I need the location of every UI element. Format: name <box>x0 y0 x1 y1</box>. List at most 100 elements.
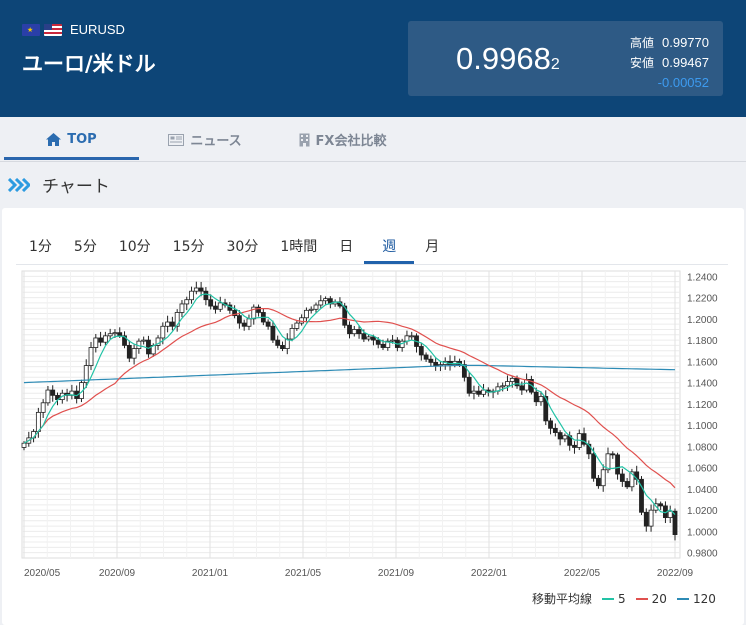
candlestick-chart[interactable]: 1.2400 1.2200 1.2000 1.1800 1.1600 1.1400 1.12… <box>16 268 732 580</box>
quote-header: EURUSD ユーロ/米ドル 0.99682 高値 0.99770 安値 0.994… <box>0 0 746 117</box>
tab-fx-compare-label: FX会社比較 <box>315 134 387 149</box>
y-tick-label: 1.1200 <box>687 400 718 411</box>
y-tick-label: 1.2000 <box>687 315 718 326</box>
x-tick-label: 2021/01 <box>192 568 229 579</box>
y-tick-label: 1.2200 <box>687 294 718 305</box>
candle-up <box>45 389 51 404</box>
newspaper-icon <box>168 133 185 146</box>
tab-news[interactable]: ニュース <box>150 117 260 162</box>
candle-down <box>543 396 549 422</box>
nav-tabs: TOP ニュース FX会社比較 <box>0 117 746 162</box>
candle-down <box>624 481 630 488</box>
legend-ma20-line <box>635 597 648 600</box>
active-tab-indicator <box>4 157 139 160</box>
candle-up <box>141 339 147 342</box>
candle-down <box>433 362 439 367</box>
candle-up <box>299 317 305 324</box>
candle-up <box>112 332 118 335</box>
candle-up <box>284 338 290 349</box>
candle-down <box>461 364 467 378</box>
candle-down <box>581 433 587 445</box>
high-low-info: 高値 0.99770 安値 0.99467 -0.00052 <box>630 33 709 93</box>
period-15min[interactable]: 15分 <box>172 239 205 255</box>
candle-up <box>524 379 530 391</box>
candle-up <box>102 335 108 343</box>
candle-down <box>280 345 285 349</box>
candle-up <box>294 322 300 329</box>
chart-card: 1分 5分 10分 15分 30分 1時間 日 週 月 1.2400 1.2200… <box>2 208 744 625</box>
candle-down <box>610 453 616 456</box>
candle-up <box>165 321 171 327</box>
y-tick-label: 1.1400 <box>687 379 718 390</box>
y-tick-label: 1.2400 <box>687 272 718 283</box>
eu-flag-icon <box>22 23 40 36</box>
legend-ma120-label: 120 <box>692 591 716 606</box>
candle-down <box>658 503 664 507</box>
candle-down <box>126 345 132 359</box>
chart-legend: 移動平均線 5 20 120 <box>532 590 716 607</box>
building-icon <box>299 133 310 147</box>
candle-up <box>174 312 180 327</box>
period-1hour[interactable]: 1時間 <box>280 239 318 255</box>
candle-up <box>184 299 190 305</box>
candle-up <box>500 385 506 388</box>
period-10min[interactable]: 10分 <box>118 239 151 255</box>
candle-down <box>198 287 204 292</box>
candle-up <box>189 290 194 301</box>
price-change: -0.00052 <box>657 75 709 90</box>
candle-up <box>93 337 99 348</box>
candle-down <box>476 390 482 395</box>
candle-down <box>533 391 539 403</box>
pair-code: EURUSD <box>70 22 125 37</box>
candle-down <box>572 444 577 448</box>
candle-up <box>481 389 486 395</box>
candle-down <box>643 511 649 527</box>
candle-up <box>471 390 477 394</box>
candle-down <box>275 339 281 346</box>
candle-down <box>375 339 381 345</box>
tab-top[interactable]: TOP <box>4 117 139 162</box>
candle-down <box>241 322 247 327</box>
candle-down <box>596 477 601 487</box>
candle-down <box>639 478 644 513</box>
candle-down <box>169 321 175 327</box>
candle-down <box>265 321 271 327</box>
candle-down <box>270 325 276 341</box>
period-month[interactable]: 月 <box>425 239 440 255</box>
x-tick-label: 2021/05 <box>285 568 322 579</box>
candle-up <box>308 308 314 311</box>
candle-up <box>160 325 166 339</box>
candle-down <box>98 337 103 343</box>
home-icon <box>46 133 62 146</box>
ma5-line <box>23 293 676 516</box>
candle-down <box>557 432 563 440</box>
section-header: チャート <box>8 172 110 197</box>
y-tick-label: 1.0400 <box>687 485 718 496</box>
candle-up <box>605 453 611 471</box>
candle-up <box>562 435 568 440</box>
period-30min[interactable]: 30分 <box>226 239 259 255</box>
period-5min[interactable]: 5分 <box>73 239 97 255</box>
tab-fx-compare[interactable]: FX会社比較 <box>285 117 400 162</box>
double-chevron-right-icon <box>8 177 30 192</box>
candle-up <box>193 287 199 292</box>
candle-down <box>466 376 472 394</box>
candle-down <box>213 305 218 310</box>
candle-down <box>514 377 520 387</box>
candle-up <box>217 302 223 310</box>
candle-down <box>237 315 242 324</box>
candle-up <box>179 303 185 313</box>
candle-down <box>371 336 376 341</box>
candle-down <box>256 306 261 313</box>
price-sub-digit: 2 <box>550 56 560 73</box>
period-1min[interactable]: 1分 <box>29 239 52 255</box>
period-day[interactable]: 日 <box>339 239 354 255</box>
candle-down <box>122 335 127 346</box>
candle-up <box>366 336 372 340</box>
period-week[interactable]: 週 <box>364 230 415 264</box>
candle-up <box>88 347 94 367</box>
high-label: 高値 <box>629 36 654 50</box>
us-flag-icon <box>44 23 62 36</box>
candle-up <box>399 340 405 348</box>
candle-up <box>600 469 606 487</box>
